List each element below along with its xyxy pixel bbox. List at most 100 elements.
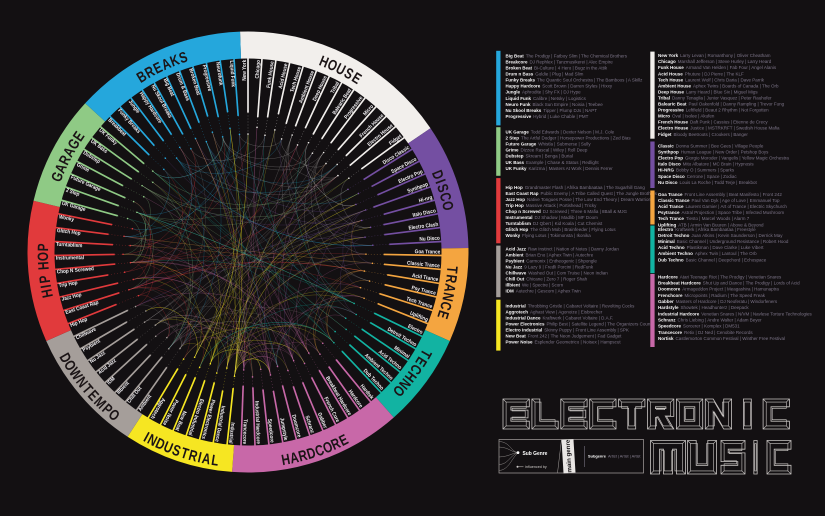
- svg-text:H: H: [280, 451, 291, 469]
- svg-text:Sub Genre: Sub Genre: [523, 451, 548, 457]
- svg-text:Trip Hop: Trip Hop: [58, 280, 78, 289]
- svg-text:P: P: [36, 274, 54, 284]
- svg-text:O: O: [35, 252, 52, 261]
- svg-text:Funk House: Funk House: [266, 61, 276, 89]
- svg-text:Electro Clash: Electro Clash: [408, 222, 439, 232]
- svg-text:Italo Disco: Italo Disco: [412, 208, 436, 219]
- svg-text:Acid House: Acid House: [278, 63, 290, 90]
- svg-text:2 Step: 2 Step: [65, 187, 80, 198]
- svg-text:Jumpstyle: Jumpstyle: [278, 417, 288, 441]
- svg-text:Trancecore: Trancecore: [241, 419, 248, 444]
- svg-text:P: P: [35, 243, 52, 251]
- svg-text:main genre: main genre: [564, 439, 573, 473]
- svg-text:Nu Disco: Nu Disco: [419, 235, 440, 242]
- svg-text:N: N: [439, 291, 457, 303]
- svg-text:Industrial Hardcore: Industrial Hardcore: [253, 401, 261, 444]
- svg-text:Jazz Hop: Jazz Hop: [61, 292, 82, 303]
- svg-text:H: H: [38, 288, 56, 300]
- svg-text:Hi-nrg: Hi-nrg: [418, 195, 433, 205]
- svg-text:Wonky: Wonky: [58, 214, 74, 223]
- svg-text:Industrial: Industrial: [227, 422, 236, 444]
- svg-text:I: I: [196, 449, 203, 466]
- svg-text:L: L: [210, 452, 220, 470]
- svg-text:R: R: [442, 274, 460, 285]
- svg-text:I: I: [432, 177, 449, 186]
- svg-text:Goa Trance: Goa Trance: [415, 249, 441, 256]
- svg-text:Classic Trance: Classic Trance: [407, 260, 440, 269]
- svg-text:H: H: [35, 261, 52, 271]
- svg-text:New York: New York: [242, 60, 248, 81]
- svg-text:Tribal: Tribal: [330, 80, 342, 95]
- svg-text:Glitch Hop: Glitch Hop: [57, 228, 81, 237]
- svg-text:T: T: [444, 265, 461, 274]
- svg-text:I: I: [141, 429, 152, 445]
- svg-text:IDM: IDM: [106, 376, 117, 387]
- svg-text:influenced by: influenced by: [525, 465, 547, 469]
- svg-text:Liquid Funk: Liquid Funk: [228, 60, 236, 87]
- svg-text:Chicago: Chicago: [254, 60, 262, 79]
- svg-text:O: O: [439, 199, 457, 212]
